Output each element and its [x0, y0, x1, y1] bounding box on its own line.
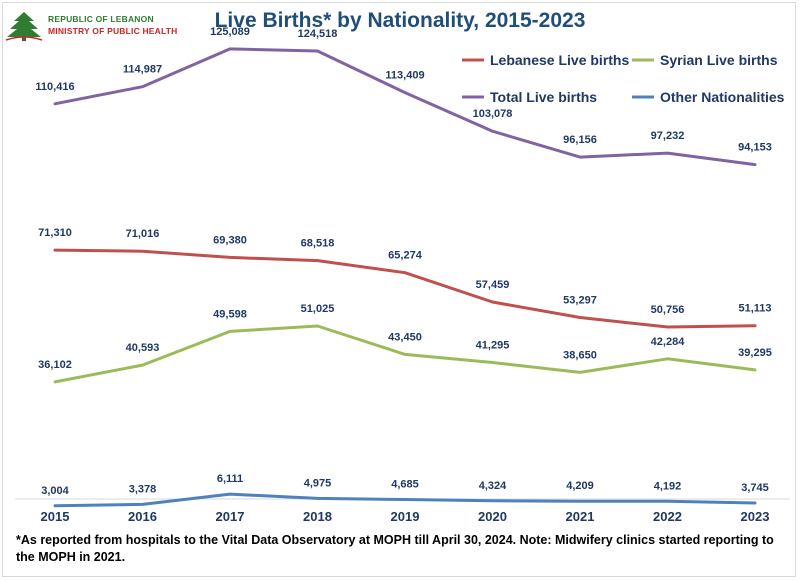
syrian-data-label: 39,295	[738, 347, 772, 359]
total-series-line	[53, 47, 757, 167]
other-data-label: 3,745	[741, 482, 769, 494]
logo-text-country: REPUBLIC OF LEBANON	[48, 14, 154, 24]
x-tick-label-2022: 2022	[653, 509, 682, 524]
other-data-label: 4,324	[479, 480, 507, 492]
syrian-legend-label: Syrian Live births	[660, 52, 778, 68]
x-tick-label-2021: 2021	[566, 509, 595, 524]
lebanese-legend-label: Lebanese Live births	[490, 52, 629, 68]
lebanese-data-label: 51,113	[738, 303, 771, 315]
lebanese-data-label: 71,016	[126, 228, 160, 240]
other-data-label: 3,004	[41, 485, 69, 497]
total-data-label: 125,089	[210, 26, 250, 38]
lebanese-data-label: 71,310	[38, 227, 72, 239]
other-series-line	[53, 492, 757, 508]
x-tick-label-2015: 2015	[41, 509, 70, 524]
x-tick-label-2016: 2016	[128, 509, 157, 524]
footnote: *As reported from hospitals to the Vital…	[16, 533, 774, 564]
other-data-label: 4,685	[391, 478, 419, 490]
other-legend-label: Other Nationalities	[660, 89, 785, 105]
total-data-label: 124,518	[298, 28, 338, 40]
lebanese-data-label: 68,518	[301, 238, 335, 250]
total-data-label: 96,156	[563, 134, 597, 146]
syrian-data-label: 38,650	[563, 349, 597, 361]
total-data-label: 97,232	[651, 130, 685, 142]
total-legend-label: Total Live births	[490, 89, 597, 105]
cedar-icon	[5, 12, 43, 41]
syrian-data-label: 43,450	[388, 331, 422, 343]
lebanese-data-label: 69,380	[213, 234, 247, 246]
lebanese-data-label: 65,274	[388, 250, 423, 262]
x-tick-label-2023: 2023	[741, 509, 770, 524]
other-data-label: 3,378	[129, 483, 157, 495]
x-tick-label-2017: 2017	[216, 509, 245, 524]
lebanese-data-label: 50,756	[651, 304, 685, 316]
lebanese-data-label: 53,297	[563, 295, 597, 307]
logo-text-ministry: MINISTRY OF PUBLIC HEALTH	[48, 26, 178, 36]
lebanese-series-line	[53, 248, 757, 329]
x-tick-label-2020: 2020	[478, 509, 507, 524]
syrian-data-label: 36,102	[38, 359, 72, 371]
syrian-data-label: 40,593	[126, 342, 160, 354]
syrian-data-label: 42,284	[651, 336, 686, 348]
other-data-label: 4,209	[566, 480, 594, 492]
chart-title: Live Births* by Nationality, 2015-2023	[214, 9, 586, 32]
total-data-label: 113,409	[385, 70, 424, 82]
other-data-label: 4,975	[304, 477, 332, 489]
other-data-label: 6,111	[217, 473, 243, 485]
moph-logo: REPUBLIC OF LEBANON MINISTRY OF PUBLIC H…	[4, 10, 204, 44]
x-tick-label-2018: 2018	[303, 509, 332, 524]
syrian-data-label: 49,598	[213, 308, 247, 320]
lebanese-data-label: 57,459	[476, 279, 510, 291]
other-data-label: 4,192	[654, 480, 682, 492]
total-data-label: 110,416	[35, 81, 74, 93]
total-data-label: 103,078	[473, 108, 513, 120]
syrian-data-label: 51,025	[301, 303, 335, 315]
total-data-label: 114,987	[123, 64, 162, 76]
total-data-label: 94,153	[738, 142, 772, 154]
syrian-series-line	[53, 324, 757, 384]
x-tick-label-2019: 2019	[391, 509, 420, 524]
syrian-data-label: 41,295	[476, 339, 510, 351]
